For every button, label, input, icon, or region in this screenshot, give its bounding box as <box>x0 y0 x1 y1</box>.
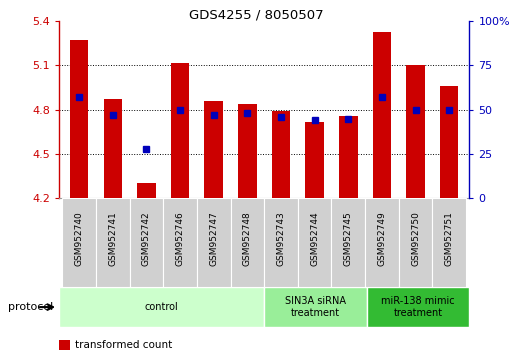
Text: miR-138 mimic
treatment: miR-138 mimic treatment <box>381 296 455 318</box>
Bar <box>367 287 469 327</box>
Bar <box>399 198 432 287</box>
Bar <box>230 198 264 287</box>
Text: GSM952740: GSM952740 <box>75 212 84 266</box>
Text: GSM952741: GSM952741 <box>108 212 117 266</box>
Text: GSM952745: GSM952745 <box>344 212 353 266</box>
Bar <box>272 111 290 198</box>
Text: SIN3A siRNA
treatment: SIN3A siRNA treatment <box>285 296 346 318</box>
Text: GSM952750: GSM952750 <box>411 212 420 267</box>
Text: GDS4255 / 8050507: GDS4255 / 8050507 <box>189 9 324 22</box>
Text: control: control <box>145 302 179 312</box>
Text: GSM952748: GSM952748 <box>243 212 252 266</box>
Bar <box>264 198 298 287</box>
Text: GSM952743: GSM952743 <box>277 212 286 266</box>
Text: GSM952746: GSM952746 <box>175 212 185 266</box>
Bar <box>197 198 230 287</box>
Bar <box>305 121 324 198</box>
Bar <box>372 32 391 198</box>
Text: GSM952747: GSM952747 <box>209 212 218 266</box>
Bar <box>331 198 365 287</box>
Text: GSM952744: GSM952744 <box>310 212 319 266</box>
Bar <box>96 198 130 287</box>
Bar <box>137 183 156 198</box>
Bar <box>163 198 197 287</box>
Text: transformed count: transformed count <box>75 340 173 350</box>
Bar <box>264 287 367 327</box>
Bar <box>70 40 88 198</box>
Text: GSM952742: GSM952742 <box>142 212 151 266</box>
Bar <box>339 116 358 198</box>
Bar <box>440 86 459 198</box>
Bar <box>365 198 399 287</box>
Bar <box>171 63 189 198</box>
Bar <box>432 198 466 287</box>
Bar <box>104 99 122 198</box>
Bar <box>59 287 264 327</box>
Bar <box>205 101 223 198</box>
Bar <box>130 198 163 287</box>
Bar <box>238 104 256 198</box>
Bar <box>406 65 425 198</box>
Text: GSM952751: GSM952751 <box>445 212 453 267</box>
Bar <box>63 198 96 287</box>
Text: GSM952749: GSM952749 <box>378 212 386 266</box>
Text: protocol: protocol <box>8 302 53 312</box>
Bar <box>298 198 331 287</box>
